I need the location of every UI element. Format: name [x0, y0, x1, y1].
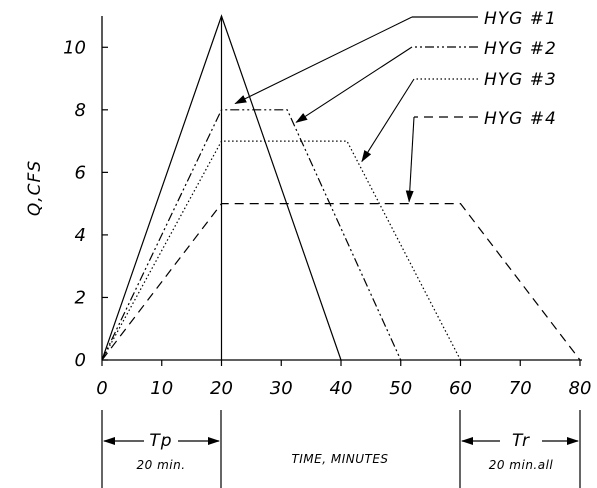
x-tick-label-70: 70 — [509, 378, 532, 399]
y-tick-group: 0 2 4 6 8 10 — [63, 37, 108, 371]
x-tick-label-50: 50 — [389, 378, 412, 399]
bottom-annotations: Tp 20 min. TIME, MINUTES Tr 20 min.all — [101, 410, 581, 488]
y-tick-label-8: 8 — [75, 100, 86, 121]
x-tick-group: 0 10 20 30 40 50 60 70 80 — [96, 360, 591, 399]
x-axis-label: TIME, MINUTES — [291, 452, 388, 466]
legend-label-hyg-1: HYG #1 — [484, 9, 557, 29]
legend-pointer-arrow-hyg-4 — [405, 116, 415, 203]
series-layer — [101, 14, 581, 361]
x-tick-label-0: 0 — [96, 378, 107, 399]
legend-label-hyg-3: HYG #3 — [484, 70, 557, 90]
y-tick-label-0: 0 — [75, 350, 86, 371]
legend-pointer-arrow-hyg-1 — [234, 16, 413, 105]
tr-label: Tr — [512, 431, 530, 451]
x-tick-label-80: 80 — [569, 378, 592, 399]
y-axis-label: Q,CFS — [25, 160, 45, 216]
x-tick-label-60: 60 — [449, 378, 472, 399]
y-tick-label-2: 2 — [75, 287, 86, 308]
legend-pointer-arrow-hyg-2 — [295, 46, 413, 123]
x-tick-label-20: 20 — [210, 378, 233, 399]
tr-value: 20 min.all — [489, 458, 554, 472]
y-tick-label-10: 10 — [63, 37, 86, 58]
y-tick-label-4: 4 — [75, 225, 86, 246]
legend-pointer-arrow-hyg-3 — [361, 78, 415, 163]
x-tick-label-30: 30 — [270, 378, 293, 399]
series-line-hyg-4 — [101, 203, 581, 361]
series-line-hyg-3 — [101, 140, 462, 361]
x-tick-label-40: 40 — [330, 378, 353, 399]
x-tick-label-10: 10 — [150, 378, 173, 399]
legend-label-hyg-2: HYG #2 — [484, 39, 557, 59]
y-tick-label-6: 6 — [75, 162, 86, 183]
legend: HYG #1 HYG #2 HYG #3 HYG #4 — [234, 9, 557, 203]
series-line-hyg-2 — [101, 109, 402, 361]
tp-label: Tp — [149, 431, 172, 451]
legend-label-hyg-4: HYG #4 — [484, 109, 557, 129]
tp-value: 20 min. — [136, 458, 185, 472]
series-line-hyg-1 — [101, 14, 342, 361]
